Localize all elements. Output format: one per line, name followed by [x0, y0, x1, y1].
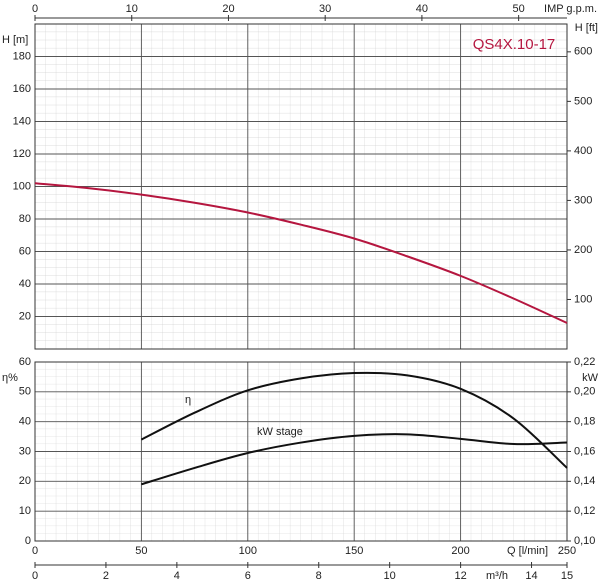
y-tick-label: 50	[19, 386, 31, 398]
y2-tick-label: 500	[574, 95, 592, 107]
tick-label: 14	[525, 570, 537, 582]
tick-label: 40	[416, 3, 428, 15]
y2-tick-label: 100	[574, 293, 592, 305]
tick-label: 15	[561, 570, 573, 582]
tick-label: 2	[103, 570, 109, 582]
y-axis-label: H [m]	[2, 34, 28, 46]
y-tick-label: 160	[13, 83, 31, 95]
y2-tick-label: 200	[574, 244, 592, 256]
y-tick-label: 80	[19, 213, 31, 225]
y-tick-label: 100	[13, 180, 31, 192]
y2-tick-label: 0,16	[574, 445, 595, 457]
plot-frame	[34, 23, 568, 350]
y2-tick-label: 0,20	[574, 386, 595, 398]
y2-axis-label: kW	[582, 372, 599, 384]
chart-title: QS4X.10-17	[473, 36, 556, 53]
y-tick-label: 60	[19, 245, 31, 257]
x-tick-label: 0	[32, 545, 38, 557]
y2-tick-label: 400	[574, 145, 592, 157]
y2-tick-label: 600	[574, 46, 592, 58]
y2-tick-label: 0,18	[574, 416, 595, 428]
y-tick-label: 20	[19, 310, 31, 322]
y-tick-label: 180	[13, 50, 31, 62]
tick-label: 10	[126, 3, 138, 15]
axis-label: m³/h	[486, 570, 508, 582]
y-tick-label: 30	[19, 445, 31, 457]
tick-label: 12	[454, 570, 466, 582]
x-tick-label: 150	[345, 545, 363, 557]
y-tick-label: 10	[19, 505, 31, 517]
x-tick-label: 200	[451, 545, 469, 557]
curve-label: η	[185, 394, 191, 406]
y-tick-label: 120	[13, 148, 31, 160]
y-tick-label: 40	[19, 416, 31, 428]
curve-label: kW stage	[257, 426, 303, 438]
y-tick-label: 20	[19, 475, 31, 487]
tick-label: 6	[245, 570, 251, 582]
y2-tick-label: 0,12	[574, 505, 595, 517]
tick-label: 20	[222, 3, 234, 15]
x-tick-label: 50	[135, 545, 147, 557]
tick-label: 8	[316, 570, 322, 582]
tick-label: 50	[513, 3, 525, 15]
tick-label: 0	[32, 570, 38, 582]
y-tick-label: 40	[19, 278, 31, 290]
y-tick-label: 140	[13, 115, 31, 127]
y2-tick-label: 0,10	[574, 535, 595, 547]
axis-label: IMP g.p.m.	[544, 3, 597, 15]
x-axis-label: Q [l/min]	[507, 545, 548, 557]
y-axis-label: η%	[2, 372, 18, 384]
tick-label: 0	[32, 3, 38, 15]
tick-label: 30	[319, 3, 331, 15]
curve	[140, 371, 568, 469]
plot-frame	[34, 361, 568, 542]
y-tick-label: 60	[19, 356, 31, 368]
curve	[141, 433, 568, 486]
x-tick-label: 100	[239, 545, 257, 557]
tick-label: 10	[384, 570, 396, 582]
curve	[34, 182, 568, 324]
y-tick-label: 0	[25, 535, 31, 547]
y2-tick-label: 0,14	[574, 475, 595, 487]
tick-label: 4	[174, 570, 180, 582]
y2-tick-label: 0,22	[574, 356, 595, 368]
y2-tick-label: 300	[574, 194, 592, 206]
y2-axis-label: H [ft]	[575, 22, 598, 34]
x-tick-label: 250	[558, 545, 576, 557]
